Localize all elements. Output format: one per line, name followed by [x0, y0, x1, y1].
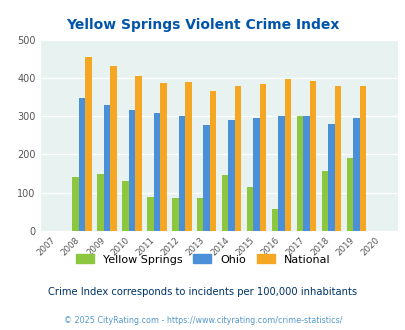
Bar	[328, 124, 334, 231]
Bar	[334, 85, 341, 231]
Bar	[228, 120, 234, 231]
Bar	[222, 176, 228, 231]
Bar	[246, 187, 253, 231]
Bar	[160, 83, 166, 231]
Bar	[79, 98, 85, 231]
Bar	[296, 116, 303, 231]
Bar	[172, 198, 178, 231]
Bar	[209, 91, 216, 231]
Bar	[271, 209, 278, 231]
Bar	[128, 111, 135, 231]
Bar	[234, 86, 241, 231]
Bar	[122, 181, 128, 231]
Text: © 2025 CityRating.com - https://www.cityrating.com/crime-statistics/: © 2025 CityRating.com - https://www.city…	[64, 315, 341, 325]
Bar	[103, 105, 110, 231]
Bar	[359, 85, 365, 231]
Bar	[253, 118, 259, 231]
Bar	[72, 178, 79, 231]
Bar	[110, 66, 116, 231]
Bar	[85, 57, 92, 231]
Bar	[278, 116, 284, 231]
Bar	[309, 81, 315, 231]
Bar	[153, 113, 160, 231]
Bar	[321, 171, 328, 231]
Text: Crime Index corresponds to incidents per 100,000 inhabitants: Crime Index corresponds to incidents per…	[48, 287, 357, 297]
Bar	[196, 198, 203, 231]
Bar	[284, 79, 291, 231]
Bar	[135, 76, 141, 231]
Bar	[97, 174, 103, 231]
Bar	[147, 197, 153, 231]
Bar	[303, 116, 309, 231]
Bar	[259, 84, 266, 231]
Bar	[178, 116, 185, 231]
Bar	[346, 158, 352, 231]
Legend: Yellow Springs, Ohio, National: Yellow Springs, Ohio, National	[71, 250, 334, 269]
Bar	[203, 125, 209, 231]
Bar	[185, 82, 191, 231]
Text: Yellow Springs Violent Crime Index: Yellow Springs Violent Crime Index	[66, 18, 339, 32]
Bar	[352, 118, 359, 231]
